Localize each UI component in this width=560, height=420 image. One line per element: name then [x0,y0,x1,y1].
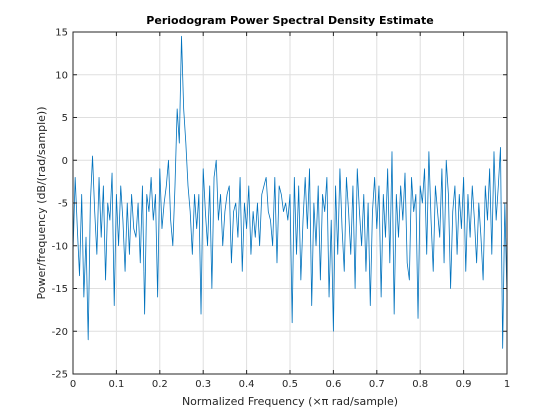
y-tick-label: -25 [52,370,68,381]
x-tick-label: 0.6 [325,379,341,390]
x-tick-label: 0.5 [282,379,298,390]
y-axis: -25 -20 -15 -10 -5 0 5 10 15 [52,28,507,381]
plot-series [72,35,508,349]
x-tick-label: 0.2 [152,379,168,390]
x-tick-label: 0.9 [456,379,472,390]
chart-title: Periodogram Power Spectral Density Estim… [146,14,433,27]
x-tick-label: 1 [504,379,510,390]
y-tick-label: 5 [62,113,68,124]
x-tick-label: 0.4 [239,379,255,390]
y-tick-label: -5 [58,199,68,210]
y-tick-label: -20 [52,327,68,338]
y-tick-label: -15 [52,284,68,295]
x-tick-label: 0.3 [195,379,211,390]
psd-series-line [72,35,508,349]
x-tick-label: 0.7 [369,379,385,390]
x-tick-label: 0.1 [108,379,124,390]
y-tick-label: 0 [62,156,68,167]
y-tick-label: -10 [52,241,68,252]
y-tick-label: 15 [55,28,68,39]
x-tick-label: 0 [70,379,76,390]
y-axis-label: Power/frequency (dB/(rad/sample)) [35,107,48,300]
x-axis-label: Normalized Frequency (×π rad/sample) [182,395,398,408]
x-tick-label: 0.8 [412,379,428,390]
y-tick-label: 10 [55,70,68,81]
x-axis: 0 0.1 0.2 0.3 0.4 0.5 0.6 0.7 0.8 0.9 1 [70,32,510,390]
